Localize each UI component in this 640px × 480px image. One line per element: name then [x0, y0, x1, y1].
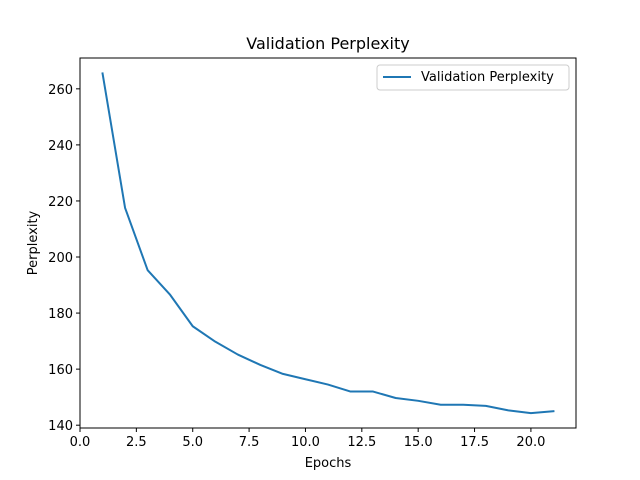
- y-axis-label: Perplexity: [26, 210, 41, 275]
- y-tick-label: 180: [48, 307, 73, 322]
- plot-frame: [79, 57, 577, 429]
- legend: Validation Perplexity: [376, 64, 570, 91]
- series-line: [101, 72, 555, 415]
- x-tick-label: 2.5: [126, 435, 147, 450]
- x-tick-label: 12.5: [347, 435, 376, 450]
- legend-label: Validation Perplexity: [421, 70, 554, 85]
- y-tick-label: 140: [48, 419, 73, 434]
- y-tick-label: 220: [48, 195, 73, 210]
- y-tick-label: 200: [48, 251, 73, 266]
- x-tick-label: 0.0: [70, 435, 91, 450]
- x-tick-label: 17.5: [460, 435, 489, 450]
- x-tick-label: 7.5: [239, 435, 260, 450]
- legend-box: [376, 64, 570, 91]
- x-tick-label: 10.0: [291, 435, 320, 450]
- x-tick-label: 15.0: [404, 435, 433, 450]
- y-axis-ticks: 140 160 180 200 220 240 260: [48, 83, 80, 434]
- y-tick-label: 240: [48, 139, 73, 154]
- y-tick-label: 260: [48, 83, 73, 98]
- x-tick-label: 5.0: [182, 435, 203, 450]
- x-axis-ticks: 0.0 2.5 5.0 7.5 10.0 12.5 15.0 17.5 20.0: [70, 428, 545, 450]
- x-tick-label: 20.0: [516, 435, 545, 450]
- y-tick-label: 160: [48, 363, 73, 378]
- chart-title: Validation Perplexity: [246, 34, 409, 53]
- series-layer: [101, 72, 555, 415]
- x-axis-label: Epochs: [305, 456, 352, 471]
